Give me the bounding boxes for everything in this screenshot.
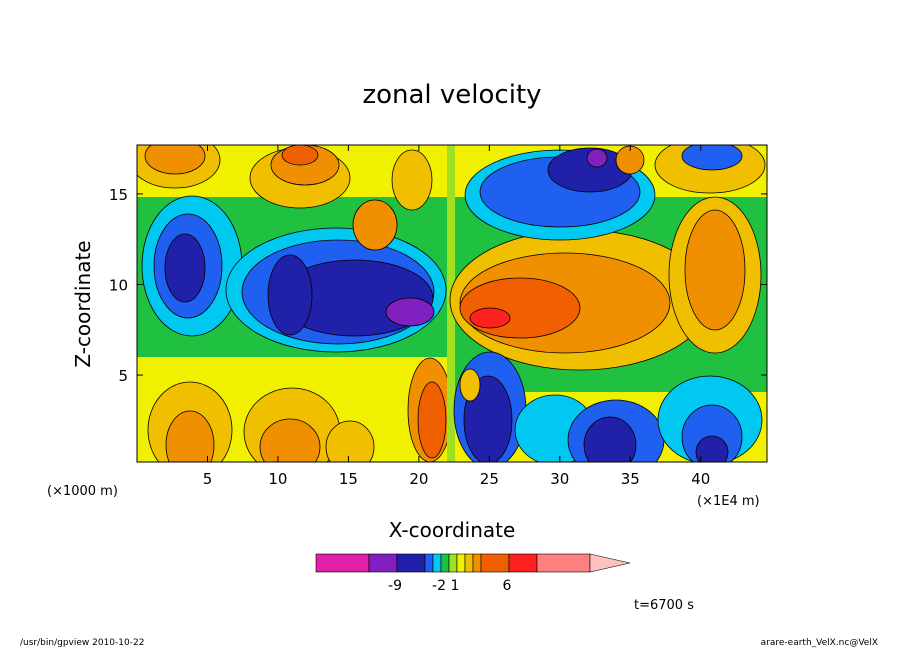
colorbar-swatch [536,553,591,573]
contour-blob [681,145,743,171]
contour-blob [684,209,746,331]
contour-blob [385,297,435,327]
colorbar-extension [589,553,631,573]
colorbar-swatch [432,553,442,573]
contour-blob [164,233,206,303]
contour-blob [144,145,206,175]
colorbar-swatch [440,553,450,573]
contour-blob [417,381,447,459]
y-tick-label: 10 [109,276,128,294]
x-unit-left: (×1000 m) [47,484,118,499]
colorbar-swatch [456,553,466,573]
contour-blob [352,199,398,251]
colorbar: -9 -2 1 6 [315,553,631,594]
x-tick-label: 25 [480,470,499,488]
x-tick-label: 15 [339,470,358,488]
time-label: t=6700 s [634,598,694,613]
contour-blob [165,410,215,462]
x-tick-label: 10 [268,470,287,488]
colorbar-tick-label: 1 [451,578,460,594]
contour-blob [281,145,319,166]
plot-frame [136,144,768,463]
colorbar-swatch [368,553,398,573]
y-tick-label: 15 [109,186,128,204]
x-tick-label: 5 [203,470,213,488]
axis-ticks: 5 10 15 20 25 30 35 40 5 10 15 [109,145,767,488]
x-tick-label: 20 [409,470,428,488]
colorbar-tick-label: -9 [388,578,402,594]
contour-blob [325,420,375,462]
contour-blob [695,435,729,462]
colorbar-tick-label: 6 [503,578,512,594]
x-tick-label: 35 [621,470,640,488]
x-axis-label: X-coordinate [389,518,516,542]
colorbar-swatch [448,553,458,573]
contour-blob [259,418,321,462]
colorbar-swatch [472,553,482,573]
contour-blob [267,254,313,336]
colorbar-tick-label: -2 [432,578,446,594]
colorbar-swatch [480,553,510,573]
contour-blob [586,148,608,168]
contour-blob [583,416,637,462]
plot-area [137,145,767,462]
contour-blob [459,368,481,402]
colorbar-swatch [396,553,426,573]
y-axis-label: Z-coordinate [71,240,95,367]
colorbar-swatch [424,553,434,573]
contour-blob [459,277,581,339]
contour-blob [469,307,511,329]
x-tick-label: 40 [691,470,710,488]
chart-title: zonal velocity [362,80,541,110]
y-tick-label: 5 [118,367,128,385]
x-tick-label: 30 [550,470,569,488]
footer-left: /usr/bin/gpview 2010-10-22 [20,638,145,648]
contour-blob [391,149,433,211]
footer-right: arare-earth_VelX.nc@VelX [760,638,878,648]
colorbar-swatch [508,553,538,573]
x-unit-right: (×1E4 m) [697,494,760,509]
colorbar-swatch [464,553,474,573]
colorbar-swatch [315,553,370,573]
